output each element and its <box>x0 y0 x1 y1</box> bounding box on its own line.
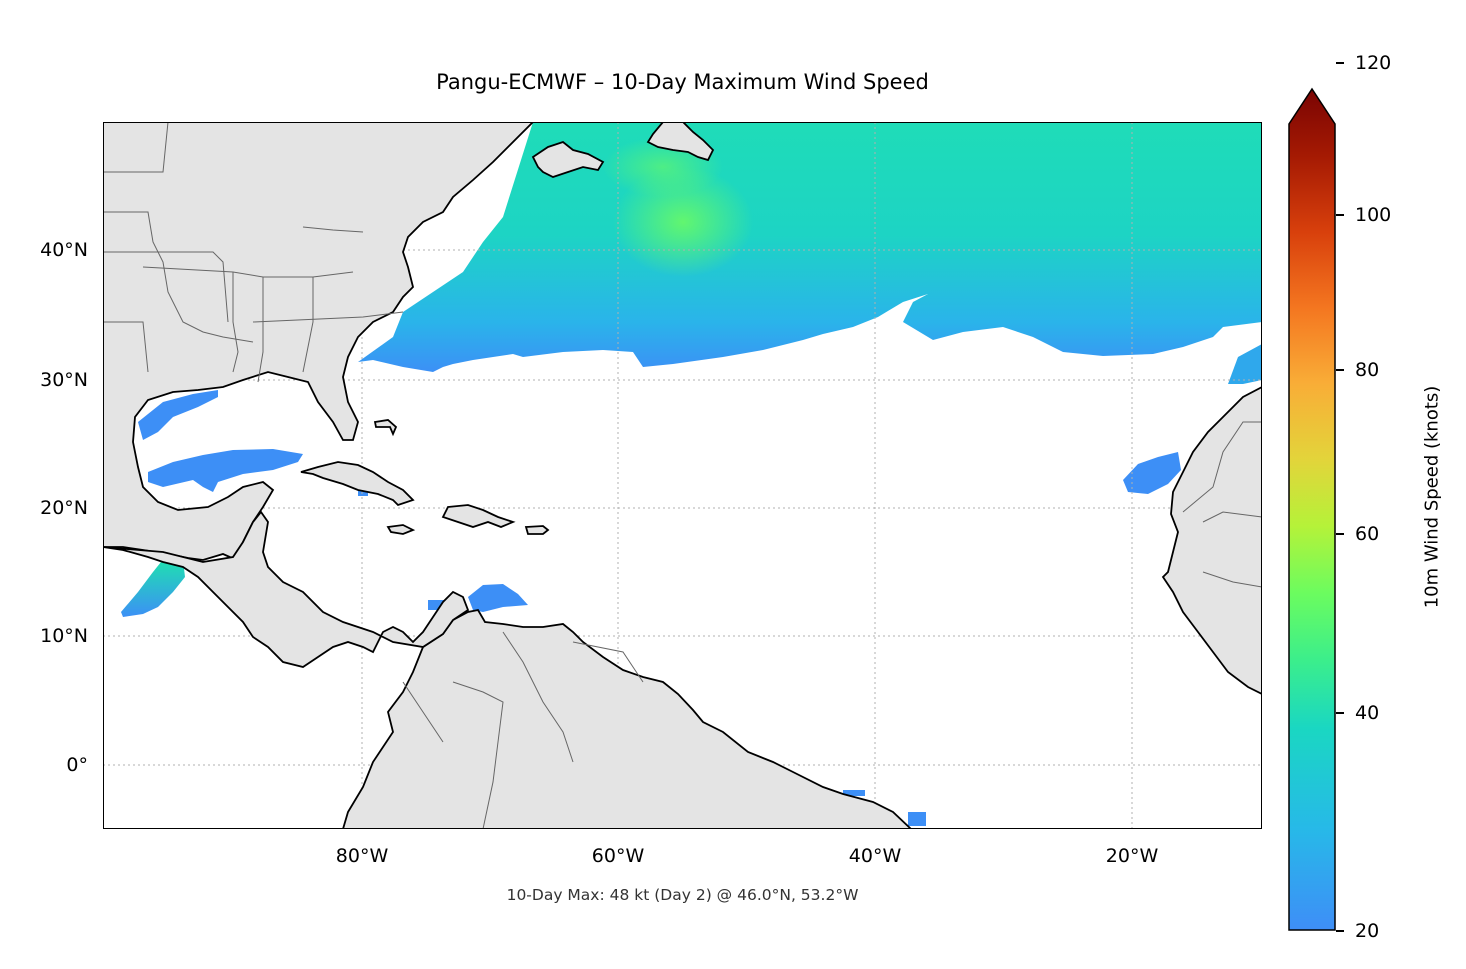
wind-field-north-atlantic <box>358 122 1262 372</box>
colorbar-title: 10m Wind Speed (knots) <box>1421 385 1443 609</box>
lat-tick-30n: 30°N <box>40 369 88 391</box>
colorbar <box>1288 62 1336 931</box>
land-hispaniola <box>441 504 516 528</box>
land-jamaica <box>386 524 416 535</box>
wind-field-gulf-central <box>148 449 303 492</box>
lon-tick-80w: 80°W <box>335 845 389 867</box>
colorbar-label-40: 40 <box>1355 702 1380 724</box>
land-nova-scotia <box>531 140 605 178</box>
colorbar-label-80: 80 <box>1355 359 1380 381</box>
lat-tick-10n: 10°N <box>40 625 88 647</box>
land-south-america <box>342 608 913 829</box>
map-canvas <box>103 122 1262 829</box>
land-cuba <box>300 461 415 507</box>
chart-title: Pangu-ECMWF – 10-Day Maximum Wind Speed <box>436 70 929 94</box>
lat-tick-20n: 20°N <box>40 497 88 519</box>
lon-tick-40w: 40°W <box>848 845 902 867</box>
land-puerto-rico <box>524 525 550 535</box>
wind-field-morocco <box>1228 344 1262 384</box>
colorbar-label-60: 60 <box>1355 523 1380 545</box>
colorbar-label-100: 100 <box>1355 204 1392 226</box>
map-area <box>103 122 1262 829</box>
borders <box>103 122 1262 829</box>
colorbar-tick <box>1336 369 1344 371</box>
colorbar-tick <box>1336 712 1344 714</box>
land-newfoundland <box>646 122 715 162</box>
wind-field-s-caribbean <box>468 584 528 612</box>
colorbar-label-20: 20 <box>1355 920 1380 942</box>
wind-field-canaries <box>1123 452 1181 494</box>
colorbar-tick <box>1336 62 1344 64</box>
lat-tick-40n: 40°N <box>40 239 88 261</box>
colorbar-tick <box>1336 930 1344 932</box>
wind-field-gulf-north <box>138 390 218 440</box>
max-wind-annotation: 10-Day Max: 48 kt (Day 2) @ 46.0°N, 53.2… <box>506 886 859 904</box>
colorbar-tick <box>1336 533 1344 535</box>
colorbar-tick <box>1336 214 1344 216</box>
land-bahamas <box>373 419 398 437</box>
wind-field-tehuantepec <box>121 560 185 617</box>
colorbar-label-120: 120 <box>1355 52 1392 74</box>
lat-tick-0: 0° <box>66 754 88 776</box>
gridlines <box>103 122 1262 829</box>
lon-tick-20w: 20°W <box>1105 845 1159 867</box>
lon-tick-60w: 60°W <box>591 845 645 867</box>
land-africa <box>1161 385 1262 696</box>
land-central-america <box>103 510 470 668</box>
